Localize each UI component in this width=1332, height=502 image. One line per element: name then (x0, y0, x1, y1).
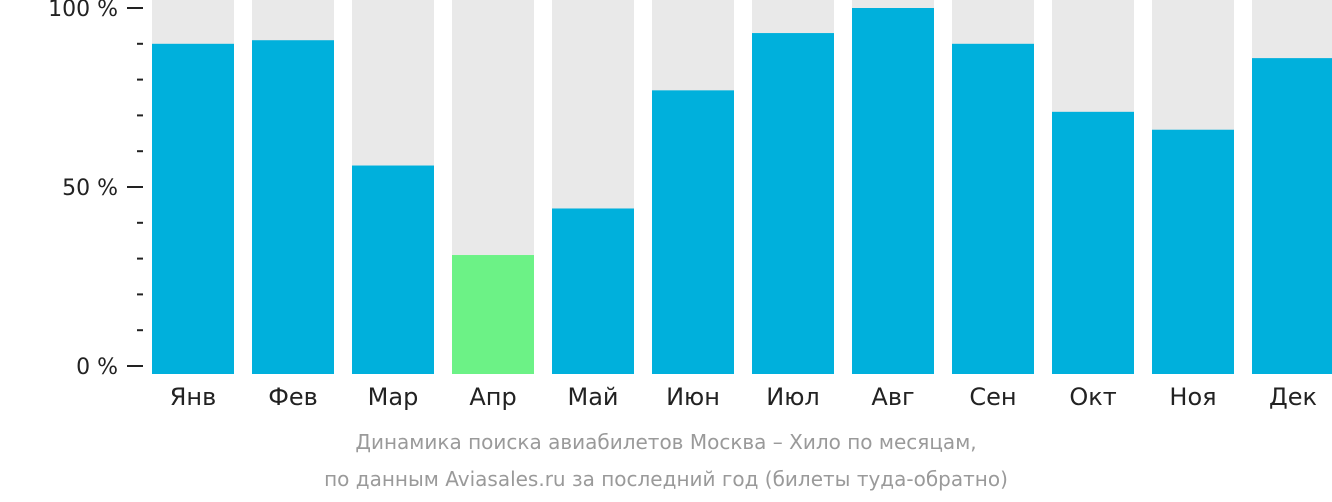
x-tick-label: Окт (1069, 383, 1116, 411)
x-axis-labels: Янв Фев Мар Апр Май Июн Июл Авг Сен Окт Ноя Дек (170, 383, 1317, 411)
x-tick-label: Янв (170, 383, 217, 411)
x-tick-label: Ноя (1169, 383, 1216, 411)
bar-11 (1152, 129, 1234, 374)
x-tick-label: Мар (368, 383, 419, 411)
bar-chart: 0 % 50 % 100 % Янв Фев Мар Апр Май Июн Июл Авг Сен… (48, 0, 1332, 411)
bar-2 (252, 40, 334, 374)
y-tick-label: 50 % (62, 176, 118, 201)
y-axis: 0 % 50 % 100 % (48, 0, 143, 380)
bar-6 (652, 90, 734, 374)
x-tick-label: Июн (666, 383, 720, 411)
x-tick-label: Июл (766, 383, 820, 411)
chart-caption-line-1: Динамика поиска авиабилетов Москва – Хил… (355, 430, 977, 454)
x-tick-label: Авг (871, 383, 914, 411)
x-tick-label: Май (567, 383, 618, 411)
y-tick-label: 100 % (48, 0, 118, 22)
bar-9 (952, 43, 1034, 375)
bar-7 (752, 33, 834, 375)
chart-caption-line-2: по данным Aviasales.ru за последний год … (324, 467, 1008, 491)
x-tick-label: Апр (469, 383, 516, 411)
bar-1 (152, 43, 234, 375)
bar-4 (452, 255, 534, 374)
bar-12 (1252, 58, 1332, 375)
bar-5 (552, 208, 634, 374)
x-tick-label: Фев (268, 383, 318, 411)
x-tick-label: Дек (1269, 383, 1317, 411)
bar-8 (852, 8, 934, 374)
bars (152, 0, 1332, 375)
x-tick-label: Сен (969, 383, 1016, 411)
bar-10 (1052, 111, 1134, 374)
y-tick-label: 0 % (76, 355, 118, 380)
bar-3 (352, 165, 434, 374)
